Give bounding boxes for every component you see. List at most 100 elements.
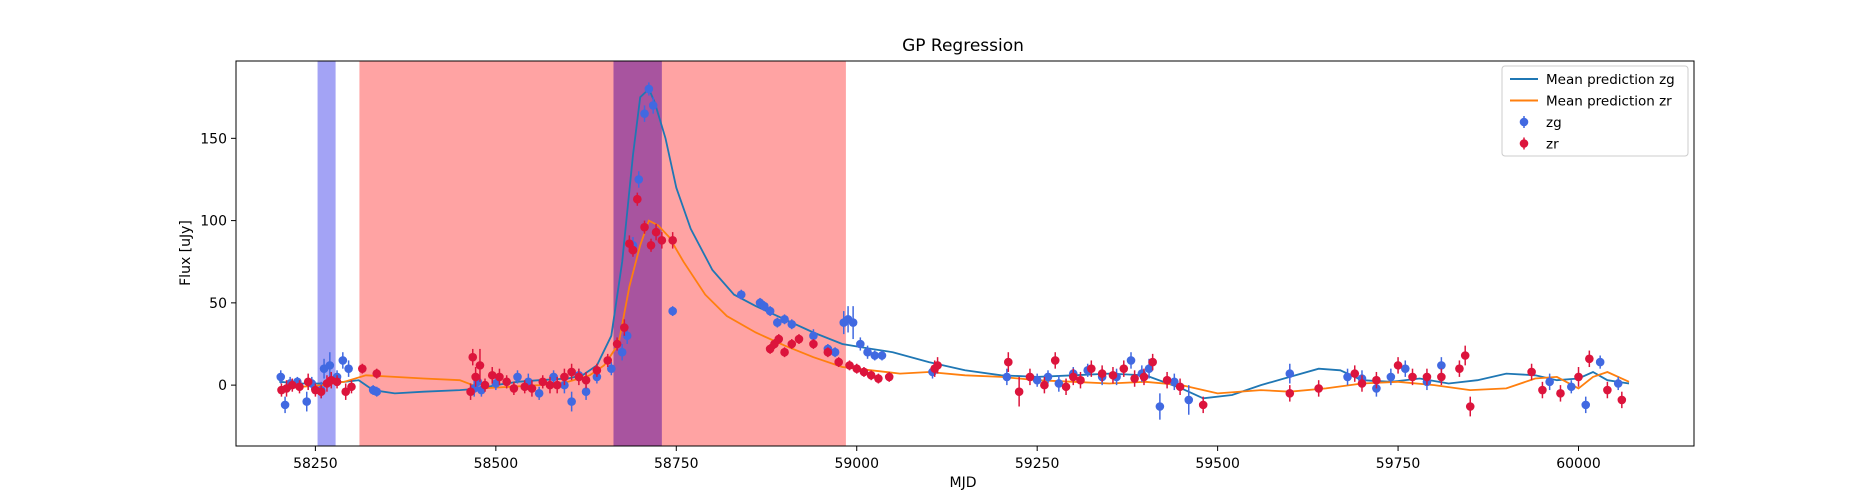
legend-label: zg [1546, 115, 1562, 131]
marker [1343, 372, 1352, 382]
marker [549, 372, 558, 382]
data-point-zg [648, 97, 658, 114]
data-points [276, 82, 1627, 420]
data-point-zg [280, 396, 290, 414]
data-point-zg [302, 391, 312, 412]
marker [787, 339, 797, 349]
data-point-zr [1162, 371, 1172, 389]
marker [874, 374, 883, 383]
x-tick-label: 58750 [654, 456, 699, 472]
y-tick-label: 150 [200, 131, 227, 147]
marker [1400, 364, 1410, 373]
data-point-zr [1119, 360, 1129, 377]
data-point-zg [1595, 355, 1605, 369]
marker [502, 377, 511, 387]
marker [1002, 372, 1012, 382]
marker [1545, 377, 1554, 387]
data-point-zr [1004, 352, 1013, 372]
data-point-zr [347, 380, 356, 394]
marker [316, 387, 326, 397]
data-point-zr [884, 371, 894, 382]
marker [1155, 402, 1165, 411]
data-point-zr [1617, 391, 1627, 409]
marker [1139, 372, 1149, 382]
x-tick-label: 59250 [1015, 456, 1060, 472]
marker [634, 175, 644, 184]
chart-title: GP Regression [902, 36, 1024, 56]
x-tick-label: 59000 [834, 456, 879, 472]
data-point-zr [574, 368, 584, 386]
marker [651, 227, 661, 237]
marker [773, 318, 782, 327]
marker [287, 380, 297, 390]
data-point-zr [794, 334, 804, 344]
marker [845, 361, 854, 370]
data-point-zr [633, 192, 642, 206]
data-point-zg [1155, 393, 1165, 420]
data-point-zg [1184, 385, 1194, 415]
data-point-zg [1002, 368, 1012, 386]
marker [513, 372, 522, 382]
y-tick-label: 50 [209, 296, 227, 312]
data-point-zg [1126, 352, 1136, 369]
data-point-zr [603, 353, 613, 368]
data-point-zr [1061, 378, 1071, 395]
marker [668, 236, 677, 245]
data-point-zr [1372, 371, 1381, 389]
marker [372, 387, 382, 397]
data-point-zg [856, 337, 865, 351]
marker [280, 400, 290, 410]
marker [823, 347, 833, 357]
marker [347, 382, 356, 392]
marker [640, 222, 649, 232]
data-point-zr [509, 381, 519, 395]
marker [520, 382, 530, 392]
legend-label: zr [1546, 137, 1559, 153]
marker [834, 357, 843, 367]
marker [1314, 384, 1323, 393]
data-point-zg [848, 306, 858, 340]
marker [495, 372, 504, 382]
data-point-zg [549, 370, 558, 384]
marker [933, 361, 942, 370]
marker [1350, 369, 1360, 378]
data-point-zr [845, 360, 854, 371]
marker [325, 361, 335, 370]
marker [774, 334, 784, 344]
data-point-zr [1350, 365, 1360, 382]
data-point-zg [338, 352, 348, 369]
legend-marker-swatch [1519, 117, 1529, 127]
marker [1119, 364, 1129, 373]
marker [567, 367, 576, 377]
marker [1574, 372, 1583, 382]
data-point-zr [646, 238, 656, 252]
marker [303, 377, 313, 387]
shaded-regions [317, 61, 846, 446]
marker [344, 364, 353, 373]
data-point-zr [372, 368, 382, 379]
marker [1108, 370, 1118, 380]
data-point-zr [620, 319, 629, 336]
data-point-zr [657, 232, 667, 249]
data-point-zr [567, 363, 576, 381]
marker [491, 379, 501, 388]
legend-label: Mean prediction zg [1546, 72, 1675, 88]
marker [545, 380, 555, 390]
marker [538, 377, 548, 387]
marker [607, 364, 616, 373]
marker [884, 372, 894, 382]
data-point-zg [1566, 380, 1576, 394]
marker [866, 370, 876, 380]
data-point-zr [787, 339, 797, 349]
data-point-zr [592, 363, 602, 377]
data-point-zr [933, 357, 942, 374]
data-point-zg [325, 352, 335, 379]
data-point-zg [780, 314, 789, 325]
marker [870, 351, 880, 360]
marker [848, 318, 858, 327]
data-point-zr [1408, 368, 1417, 386]
marker [341, 387, 351, 397]
marker [830, 347, 840, 357]
data-point-zr [1097, 365, 1107, 382]
data-point-zr [834, 357, 843, 368]
